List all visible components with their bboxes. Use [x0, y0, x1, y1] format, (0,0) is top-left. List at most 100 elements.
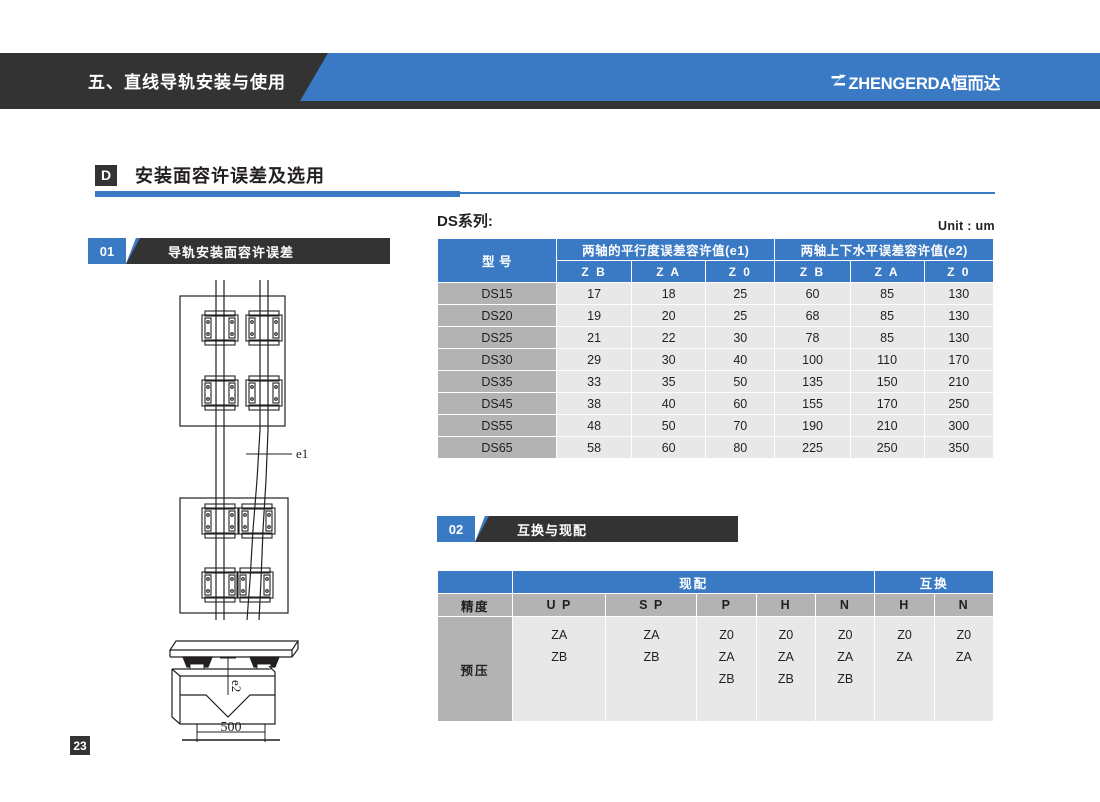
- subsection-number-01: 01: [88, 238, 126, 264]
- header-e2-zb: Z B: [775, 261, 850, 282]
- cell-value: 48: [557, 415, 632, 436]
- cell-value: 68: [775, 305, 850, 326]
- cell-value: 78: [775, 327, 850, 348]
- table-row: DS25 21 22 30 78 85 130: [438, 327, 993, 348]
- cell-value: 29: [557, 349, 632, 370]
- page-header-bar: 五、直线导轨安装与使用 ZHENGERDA恒而达: [0, 53, 1100, 109]
- header-corner-blank: [438, 571, 512, 593]
- header-n-matched: N: [816, 594, 875, 616]
- brand-name: ZHENGERDA恒而达: [848, 75, 1000, 93]
- cell-value: 17: [557, 283, 632, 304]
- table-row: 预压 ZA ZB ZA ZB Z0 ZA ZB Z0 ZA ZB Z0 ZA ZB Z0 ZA Z0 ZA: [438, 617, 993, 721]
- cell-value: 130: [924, 305, 993, 326]
- table-header-row-sub: Z B Z A Z 0 Z B Z A Z 0: [438, 261, 993, 282]
- header-group-e1: 两轴的平行度误差容许值(e1): [557, 239, 775, 260]
- cell-preload-options: Z0 ZA ZB: [756, 617, 816, 721]
- header-e1-za: Z A: [632, 261, 706, 282]
- preload-option: ZA: [718, 650, 735, 664]
- banner-notch-01: [126, 238, 140, 264]
- interchange-header-row-sub: 精度 U P S P P H N H N: [438, 594, 993, 616]
- cell-value: 21: [557, 327, 632, 348]
- cell-value: 25: [706, 283, 775, 304]
- svg-text:500: 500: [221, 720, 242, 735]
- cell-value: 250: [924, 393, 993, 414]
- header-accuracy: 精度: [438, 594, 512, 616]
- preload-option: ZA: [837, 650, 854, 664]
- subsection-title-02: 互换与现配: [489, 516, 738, 542]
- cell-value: 18: [632, 283, 706, 304]
- cell-model: DS35: [438, 371, 556, 392]
- cell-value: 40: [632, 393, 706, 414]
- cell-model: DS15: [438, 283, 556, 304]
- cell-value: 225: [775, 437, 850, 458]
- preload-option: ZB: [837, 672, 854, 686]
- section-rule-thick: [95, 191, 460, 197]
- preload-option: ZA: [551, 628, 568, 642]
- cell-preload-options: Z0 ZA: [934, 617, 993, 721]
- cell-value: 22: [632, 327, 706, 348]
- cell-value: 170: [924, 349, 993, 370]
- table-row: DS30 29 30 40 100 110 170: [438, 349, 993, 370]
- preload-option: ZB: [551, 650, 568, 664]
- preload-option: ZA: [643, 628, 660, 642]
- table-row: DS45 38 40 60 155 170 250: [438, 393, 993, 414]
- cell-preload-options: Z0 ZA ZB: [816, 617, 875, 721]
- interchange-header-row-group: 现配 互换: [438, 571, 993, 593]
- cell-value: 150: [850, 371, 924, 392]
- cell-value: 50: [706, 371, 775, 392]
- page-number: 23: [70, 736, 90, 755]
- section-rule-thin: [460, 192, 995, 194]
- cell-row-label: 预压: [438, 617, 512, 721]
- cell-value: 85: [850, 305, 924, 326]
- cell-preload-options: Z0 ZA ZB: [697, 617, 756, 721]
- header-e1-z0: Z 0: [706, 261, 775, 282]
- cell-value: 85: [850, 283, 924, 304]
- cell-value: 60: [706, 393, 775, 414]
- brand-logo: ZHENGERDA恒而达: [830, 70, 1000, 94]
- cell-value: 70: [706, 415, 775, 436]
- preload-option: Z0: [837, 628, 853, 642]
- cell-model: DS45: [438, 393, 556, 414]
- cell-value: 40: [706, 349, 775, 370]
- interchange-table: 现配 互换 精度 U P S P P H N H N 预压 ZA ZB ZA ZB Z0 Z…: [437, 570, 994, 722]
- tolerance-table: 型 号 两轴的平行度误差容许值(e1) 两轴上下水平误差容许值(e2) Z B …: [437, 238, 994, 459]
- cell-value: 30: [706, 327, 775, 348]
- cell-value: 19: [557, 305, 632, 326]
- cell-value: 170: [850, 393, 924, 414]
- cell-value: 33: [557, 371, 632, 392]
- preload-option: ZA: [955, 650, 972, 664]
- table1-unit-label: Unit : um: [938, 219, 995, 233]
- cell-value: 80: [706, 437, 775, 458]
- header-sp: S P: [606, 594, 697, 616]
- header-group-interchange: 互换: [875, 571, 993, 593]
- rail-installation-diagram: e1 e2 500: [120, 280, 370, 750]
- header-h-matched: H: [756, 594, 816, 616]
- tolerance-table-body: DS15 17 18 25 60 85 130 DS20 19 20 25 68 85 130 DS25 21…: [438, 283, 993, 458]
- header-up: U P: [513, 594, 606, 616]
- interchange-table-body: 预压 ZA ZB ZA ZB Z0 ZA ZB Z0 ZA ZB Z0 ZA ZB Z0 ZA Z0 ZA: [438, 617, 993, 721]
- section-title: 安装面容许误差及选用: [135, 166, 325, 186]
- table-row: DS55 48 50 70 190 210 300: [438, 415, 993, 436]
- cell-value: 85: [850, 327, 924, 348]
- cell-value: 300: [924, 415, 993, 436]
- cell-value: 250: [850, 437, 924, 458]
- interchange-table-head: 现配 互换 精度 U P S P P H N H N: [438, 571, 993, 616]
- tolerance-table-head: 型 号 两轴的平行度误差容许值(e1) 两轴上下水平误差容许值(e2) Z B …: [438, 239, 993, 282]
- table-row: DS15 17 18 25 60 85 130: [438, 283, 993, 304]
- header-h-interchange: H: [875, 594, 934, 616]
- preload-option: ZB: [777, 672, 794, 686]
- table-header-row-group: 型 号 两轴的平行度误差容许值(e1) 两轴上下水平误差容许值(e2): [438, 239, 993, 282]
- header-e1-zb: Z B: [557, 261, 632, 282]
- subsection-number-02: 02: [437, 516, 475, 542]
- section-badge: D: [95, 164, 117, 186]
- header-group-matched: 现配: [513, 571, 875, 593]
- table-row: DS20 19 20 25 68 85 130: [438, 305, 993, 326]
- cell-value: 58: [557, 437, 632, 458]
- subsection-banner-02: 02 互换与现配: [437, 516, 738, 542]
- header-blue-accent: [0, 53, 1100, 109]
- header-group-e2: 两轴上下水平误差容许值(e2): [775, 239, 993, 260]
- cell-value: 20: [632, 305, 706, 326]
- cell-value: 35: [632, 371, 706, 392]
- banner-notch-02: [475, 516, 489, 542]
